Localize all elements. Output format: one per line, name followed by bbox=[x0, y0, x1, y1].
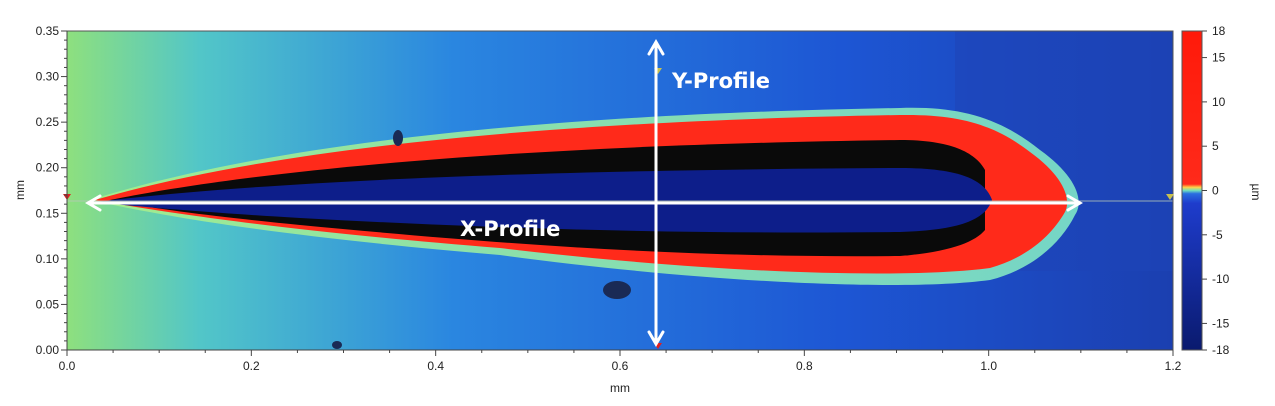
y-tick-label: 0.00 bbox=[36, 343, 60, 357]
x-axis: 0.0 0.2 0.4 0.6 0.8 1.0 1.2 bbox=[59, 349, 1182, 373]
y-tick-label: 0.15 bbox=[36, 206, 60, 220]
colorbar-tick-label: -5 bbox=[1212, 228, 1223, 242]
x-profile-label: X-Profile bbox=[460, 217, 560, 241]
y-tick-label: 0.20 bbox=[36, 161, 60, 175]
colorbar-tick-label: 5 bbox=[1212, 139, 1219, 153]
debris-particle bbox=[393, 130, 403, 146]
y-tick-label: 0.30 bbox=[36, 70, 60, 84]
y-axis-title: mm bbox=[13, 180, 27, 200]
x-tick-label: 0.0 bbox=[59, 359, 76, 373]
y-tick-label: 0.05 bbox=[36, 297, 60, 311]
y-tick-label: 0.35 bbox=[36, 24, 60, 38]
y-profile-arrow bbox=[647, 39, 665, 347]
profile-marker-right bbox=[1166, 194, 1174, 200]
x-tick-label: 0.4 bbox=[427, 359, 444, 373]
x-tick-label: 0.2 bbox=[243, 359, 260, 373]
y-profile-label: Y-Profile bbox=[671, 69, 770, 93]
x-tick-label: 1.0 bbox=[980, 359, 997, 373]
colorbar-gradient bbox=[1181, 30, 1203, 351]
x-tick-label: 0.6 bbox=[612, 359, 629, 373]
y-axis: 0.00 0.05 0.10 0.15 0.20 0.25 0.30 0.35 bbox=[36, 24, 68, 357]
colorbar-tick-label: -15 bbox=[1212, 316, 1230, 330]
x-tick-label: 0.8 bbox=[796, 359, 813, 373]
colorbar: 18 15 10 5 0 -5 -10 -15 -18 µm bbox=[1181, 24, 1263, 357]
y-tick-label: 0.10 bbox=[36, 252, 60, 266]
colorbar-tick-label: -10 bbox=[1212, 272, 1230, 286]
colorbar-ticks: 18 15 10 5 0 -5 -10 -15 -18 bbox=[1202, 24, 1230, 357]
x-profile-arrow bbox=[85, 194, 1083, 212]
x-axis-title: mm bbox=[610, 381, 630, 395]
x-tick-label: 1.2 bbox=[1165, 359, 1182, 373]
colorbar-tick-label: 18 bbox=[1212, 24, 1226, 38]
plot-area bbox=[67, 31, 1173, 350]
scratch-groove bbox=[95, 168, 992, 233]
colorbar-tick-label: -18 bbox=[1212, 343, 1230, 357]
y-tick-label: 0.25 bbox=[36, 115, 60, 129]
colorbar-tick-label: 10 bbox=[1212, 95, 1226, 109]
debris-particle bbox=[603, 281, 631, 299]
debris-particle bbox=[332, 341, 342, 349]
colorbar-title: µm bbox=[1249, 184, 1263, 201]
colorbar-tick-label: 15 bbox=[1212, 51, 1226, 65]
colorbar-tick-label: 0 bbox=[1212, 184, 1219, 198]
